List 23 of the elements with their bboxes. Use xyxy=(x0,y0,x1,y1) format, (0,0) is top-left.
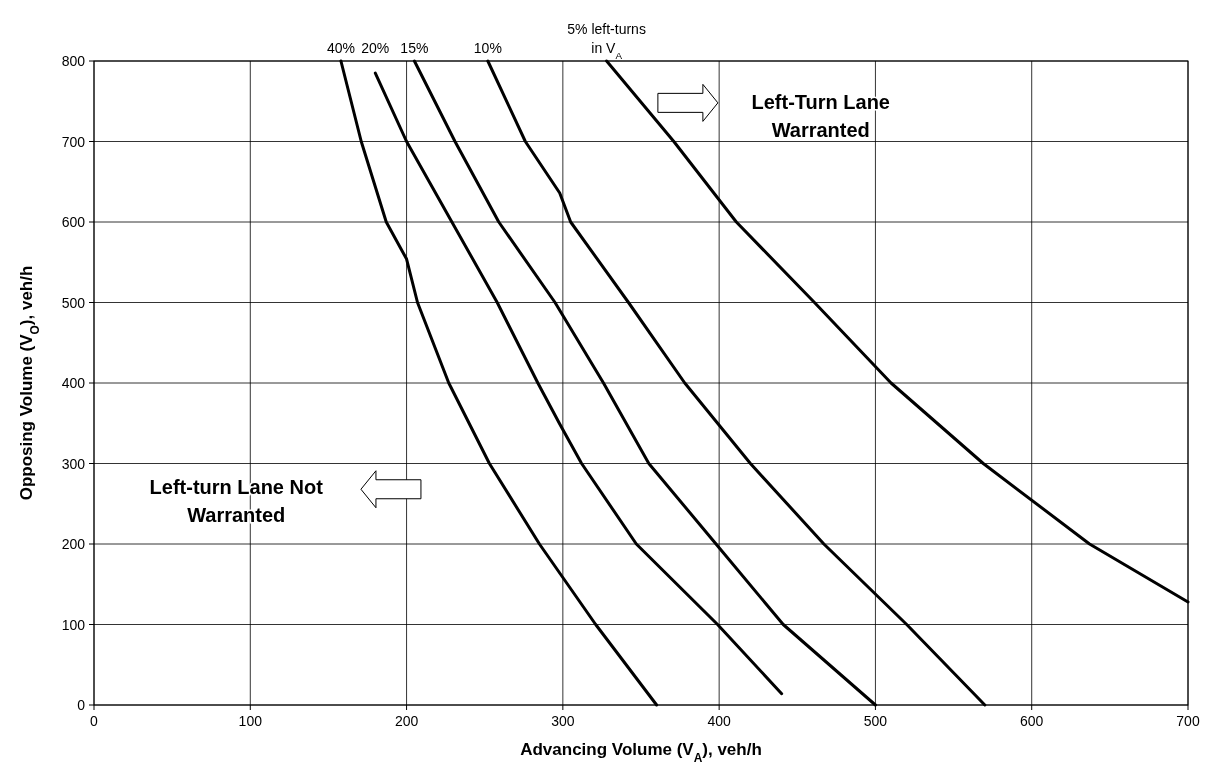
x-tick-label: 500 xyxy=(863,713,888,729)
y-tick-label: 800 xyxy=(61,53,86,69)
x-tick-label: 600 xyxy=(1020,713,1044,729)
x-axis-title: Advancing Volume (V$_{A}$), veh/h xyxy=(520,740,762,765)
x-tick-label: 200 xyxy=(394,713,419,729)
series-label: 20% xyxy=(361,40,390,56)
x-tick-label: 700 xyxy=(1176,713,1200,729)
series-label: 10% xyxy=(473,40,502,56)
y-tick-label: 100 xyxy=(61,616,86,633)
y-tick-label: 0 xyxy=(77,697,86,713)
y-tick-label: 500 xyxy=(61,294,86,311)
y-tick-label: 700 xyxy=(61,133,86,150)
series-label: 40% xyxy=(326,40,355,56)
y-tick-label: 400 xyxy=(61,375,86,391)
y-tick-label: 200 xyxy=(61,536,86,552)
series-label: 15% xyxy=(400,40,429,56)
y-tick-label: 600 xyxy=(61,214,86,230)
x-tick-label: 0 xyxy=(90,713,99,729)
y-tick-label: 300 xyxy=(61,455,86,472)
x-tick-label: 300 xyxy=(551,713,575,729)
x-tick-label: 400 xyxy=(707,713,732,729)
x-tick-label: 100 xyxy=(238,713,263,729)
series-label: 5% left-turns in V$_{A}$ xyxy=(567,21,646,61)
